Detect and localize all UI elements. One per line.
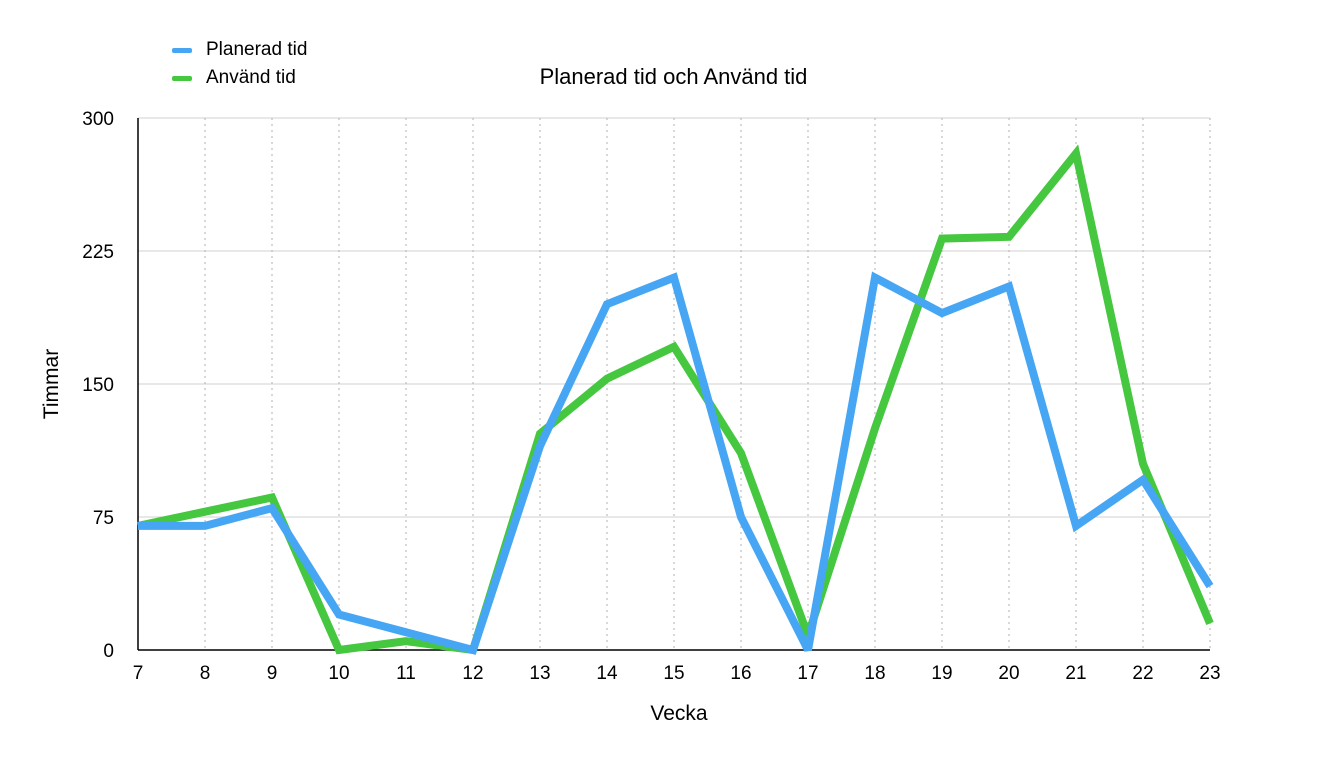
legend-label-anvand: Använd tid [206,67,296,88]
x-tick-label: 13 [529,663,550,684]
chart-title-wrap: Planerad tid och Använd tid [0,64,1337,90]
x-tick-label: 20 [998,663,1019,684]
x-tick-label: 17 [797,663,818,684]
legend: Planerad tid Använd tid [172,36,307,92]
x-tick-label: 19 [931,663,952,684]
legend-label-planerad: Planerad tid [206,39,308,60]
y-tick-label: 75 [93,508,114,529]
chart-title: Planerad tid och Använd tid [539,64,808,89]
x-tick-label: 23 [1199,663,1220,684]
y-tick-label: 150 [82,375,114,396]
legend-item-anvand: Använd tid [172,64,307,92]
legend-swatch-planerad [172,47,192,53]
x-tick-label: 15 [663,663,684,684]
y-axis-title: Timmar [40,349,63,419]
x-tick-label: 18 [864,663,885,684]
x-tick-label: 8 [200,663,211,684]
y-tick-label: 225 [82,242,114,263]
x-tick-label: 22 [1132,663,1153,684]
y-tick-label: 300 [82,109,114,130]
x-tick-label: 7 [133,663,144,684]
legend-item-planerad: Planerad tid [172,36,307,64]
y-tick-label: 0 [103,641,114,662]
series-anvand [137,144,1214,655]
x-tick-label: 16 [730,663,751,684]
x-tick-label: 14 [596,663,618,684]
x-axis-title: Vecka [650,702,708,725]
x-tick-label: 21 [1065,663,1086,684]
series-planerad [137,271,1214,655]
x-tick-label: 10 [328,663,349,684]
series-line-planerad [138,271,1214,655]
x-tick-label: 11 [396,663,416,684]
x-tick-label: 12 [462,663,483,684]
x-tick-label: 9 [267,663,278,684]
legend-swatch-anvand [172,75,192,81]
